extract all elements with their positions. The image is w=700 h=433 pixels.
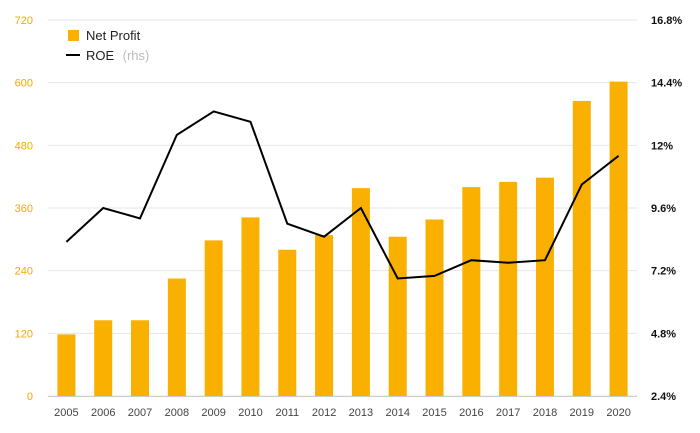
legend-label-roe: ROE (86, 48, 115, 63)
right-tick-label: 4.8% (651, 328, 676, 340)
right-tick-label: 7.2% (651, 266, 676, 278)
net-profit-bar (131, 320, 150, 396)
left-tick-label: 720 (15, 15, 33, 27)
x-tick-label: 2011 (275, 407, 299, 419)
x-tick-label: 2006 (91, 407, 115, 419)
net-profit-bar (351, 188, 370, 396)
net-profit-bar (278, 249, 297, 396)
x-tick-label: 2008 (165, 407, 189, 419)
net-profit-bar (572, 100, 591, 396)
left-tick-label: 360 (15, 203, 33, 215)
right-axis: 2.4% 4.8% 7.2% 9.6% 12% 14.4% 16.8% (651, 15, 682, 403)
right-tick-label: 12% (651, 140, 673, 152)
left-axis: 0 120 240 360 480 600 720 (15, 15, 33, 403)
right-tick-label: 14.4% (651, 78, 682, 90)
net-profit-bar (499, 181, 518, 396)
net-profit-bar (609, 81, 628, 396)
legend-label-roe-note: (rhs) (123, 48, 150, 63)
x-tick-label: 2018 (533, 407, 557, 419)
net-profit-bar (204, 240, 223, 396)
net-profit-bar (167, 278, 186, 396)
roe-line (65, 110, 620, 280)
x-tick-label: 2012 (312, 407, 336, 419)
legend-label-roe-group: ROE (rhs) (86, 47, 149, 64)
net-profit-bar (57, 334, 76, 396)
net-profit-bar (94, 320, 113, 396)
right-tick-label: 16.8% (651, 15, 682, 27)
x-tick-label: 2013 (349, 407, 373, 419)
x-tick-label: 2009 (201, 407, 225, 419)
x-tick-label: 2019 (570, 407, 594, 419)
left-tick-label: 600 (15, 78, 33, 90)
legend-label-net-profit: Net Profit (86, 28, 141, 43)
x-axis: 2005 2006 2007 2008 2009 2010 2011 2012 2013 2014… (48, 396, 637, 419)
x-tick-label: 2005 (54, 407, 78, 419)
x-tick-label: 2020 (606, 407, 630, 419)
x-tick-label: 2014 (385, 407, 409, 419)
x-tick-label: 2007 (128, 407, 152, 419)
x-tick-label: 2010 (238, 407, 262, 419)
x-tick-label: 2016 (459, 407, 483, 419)
net-profit-bar (425, 219, 444, 396)
net-profit-bar (388, 236, 407, 396)
right-tick-label: 9.6% (651, 203, 676, 215)
net-profit-bar (462, 187, 481, 396)
legend: Net Profit ROE (rhs) (66, 28, 149, 64)
roe-line-series (65, 110, 620, 280)
right-tick-label: 2.4% (651, 391, 676, 403)
net-profit-bar (241, 217, 260, 396)
x-tick-label: 2017 (496, 407, 520, 419)
legend-swatch-net-profit (68, 30, 79, 41)
left-tick-label: 0 (27, 391, 33, 403)
net-profit-bar (535, 177, 554, 396)
left-tick-label: 240 (15, 266, 33, 278)
left-tick-label: 480 (15, 140, 33, 152)
left-tick-label: 120 (15, 328, 33, 340)
net-profit-bar (315, 235, 334, 396)
x-tick-label: 2015 (422, 407, 446, 419)
net-profit-bars (57, 81, 628, 396)
